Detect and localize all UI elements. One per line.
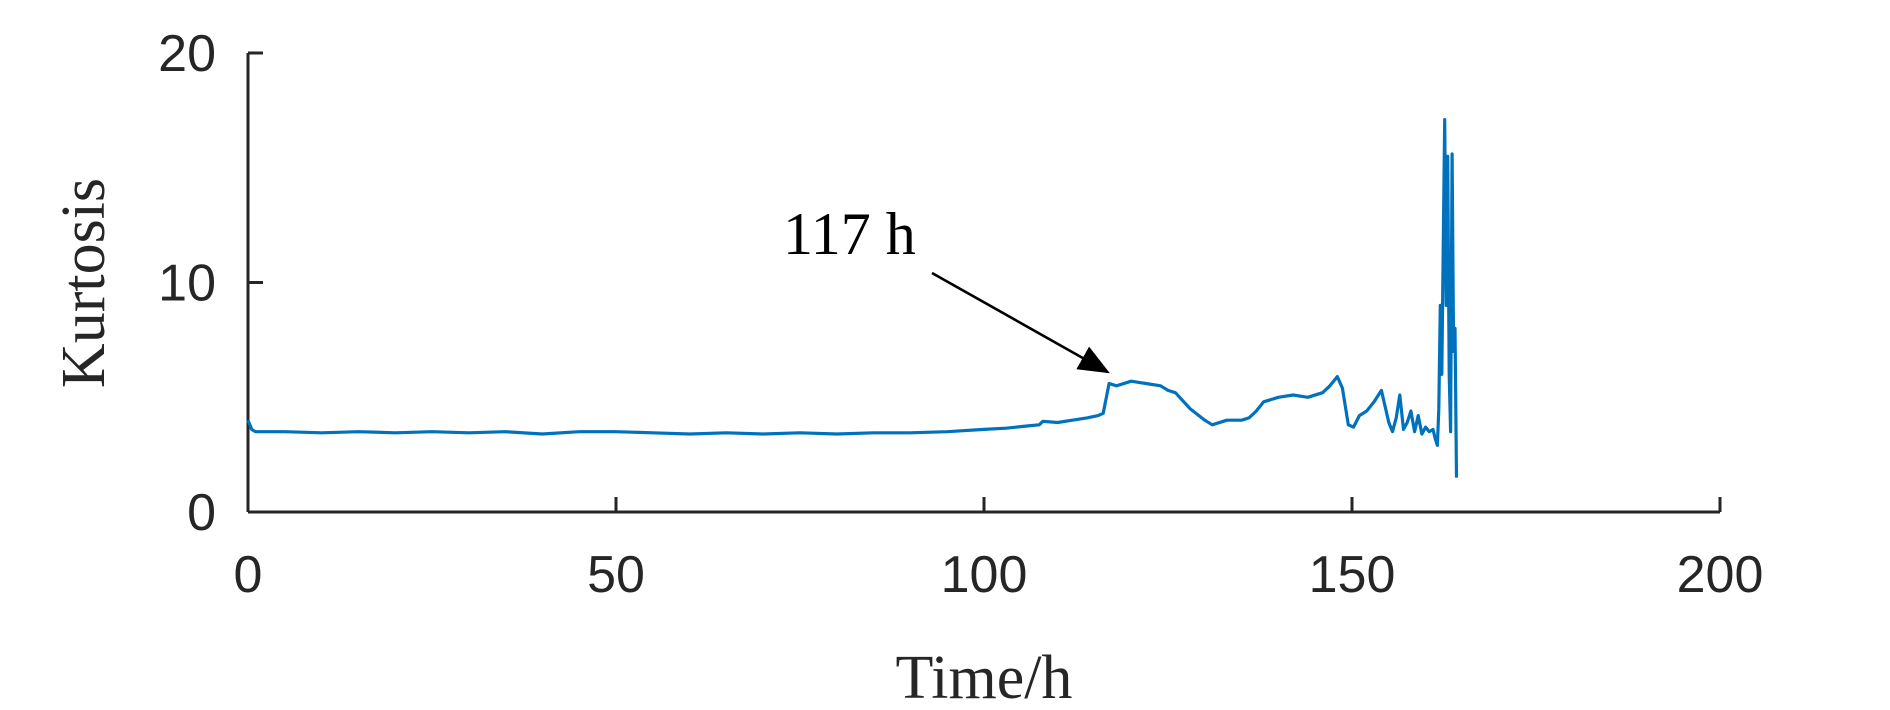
x-tick-label: 50 [587,546,645,604]
y-tick-label: 10 [158,255,216,313]
y-axis-title: Kurtosis [50,178,118,388]
annotation-arrow [931,271,1110,374]
plot-axes [246,53,1720,514]
annotation-label: 117 h [783,201,916,267]
x-tick-label: 150 [1309,546,1396,604]
y-tick-label: 0 [187,484,216,542]
x-tick-label: 200 [1677,546,1764,604]
axis-ticks [246,51,1722,514]
x-tick-label: 0 [234,546,263,604]
kurtosis-series-line [246,118,1459,478]
annotation-117h: 117 h [783,201,1110,374]
x-tick-label: 100 [941,546,1028,604]
axis-tick-labels: 0 50 100 150 200 0 10 20 [158,25,1763,604]
x-axis-title: Time/h [896,644,1073,710]
y-tick-label: 20 [158,25,216,83]
